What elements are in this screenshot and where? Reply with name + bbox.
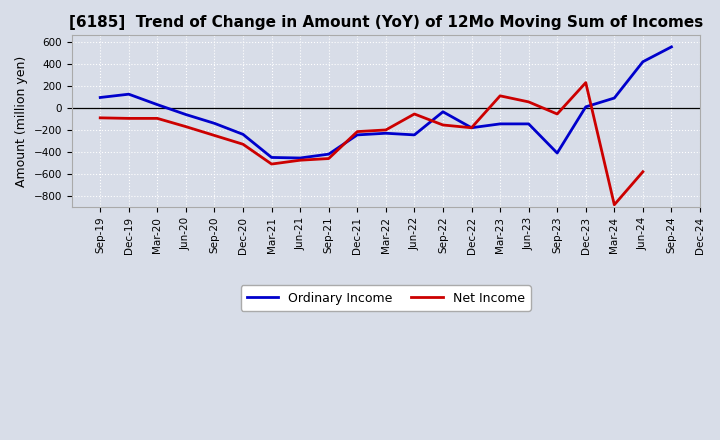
Ordinary Income — [267, 155, 276, 160]
Ordinary Income — [410, 132, 419, 138]
Net Income — [325, 156, 333, 161]
Net Income — [96, 115, 104, 121]
Ordinary Income — [553, 150, 562, 156]
Net Income — [410, 111, 419, 117]
Net Income — [181, 124, 190, 129]
Ordinary Income — [524, 121, 533, 127]
Ordinary Income — [325, 151, 333, 157]
Ordinary Income — [582, 104, 590, 110]
Net Income — [582, 80, 590, 85]
Ordinary Income — [610, 95, 618, 101]
Net Income — [239, 142, 248, 147]
Net Income — [553, 111, 562, 117]
Net Income — [382, 127, 390, 132]
Ordinary Income — [153, 102, 162, 107]
Net Income — [353, 129, 361, 134]
Net Income — [153, 116, 162, 121]
Net Income — [610, 202, 618, 207]
Ordinary Income — [181, 112, 190, 117]
Ordinary Income — [296, 155, 305, 161]
Y-axis label: Amount (million yen): Amount (million yen) — [15, 55, 28, 187]
Net Income — [438, 122, 447, 128]
Ordinary Income — [96, 95, 104, 100]
Ordinary Income — [353, 132, 361, 138]
Ordinary Income — [438, 109, 447, 114]
Net Income — [125, 116, 133, 121]
Ordinary Income — [467, 125, 476, 130]
Ordinary Income — [382, 131, 390, 136]
Title: [6185]  Trend of Change in Amount (YoY) of 12Mo Moving Sum of Incomes: [6185] Trend of Change in Amount (YoY) o… — [68, 15, 703, 30]
Ordinary Income — [210, 121, 219, 126]
Ordinary Income — [667, 44, 676, 50]
Net Income — [524, 99, 533, 105]
Ordinary Income — [496, 121, 505, 127]
Line: Net Income: Net Income — [100, 83, 643, 205]
Legend: Ordinary Income, Net Income: Ordinary Income, Net Income — [240, 285, 531, 311]
Net Income — [467, 125, 476, 130]
Net Income — [639, 169, 647, 174]
Net Income — [210, 133, 219, 138]
Ordinary Income — [125, 92, 133, 97]
Net Income — [296, 158, 305, 163]
Net Income — [496, 93, 505, 99]
Net Income — [267, 161, 276, 167]
Ordinary Income — [239, 132, 248, 137]
Line: Ordinary Income: Ordinary Income — [100, 47, 672, 158]
Ordinary Income — [639, 59, 647, 64]
